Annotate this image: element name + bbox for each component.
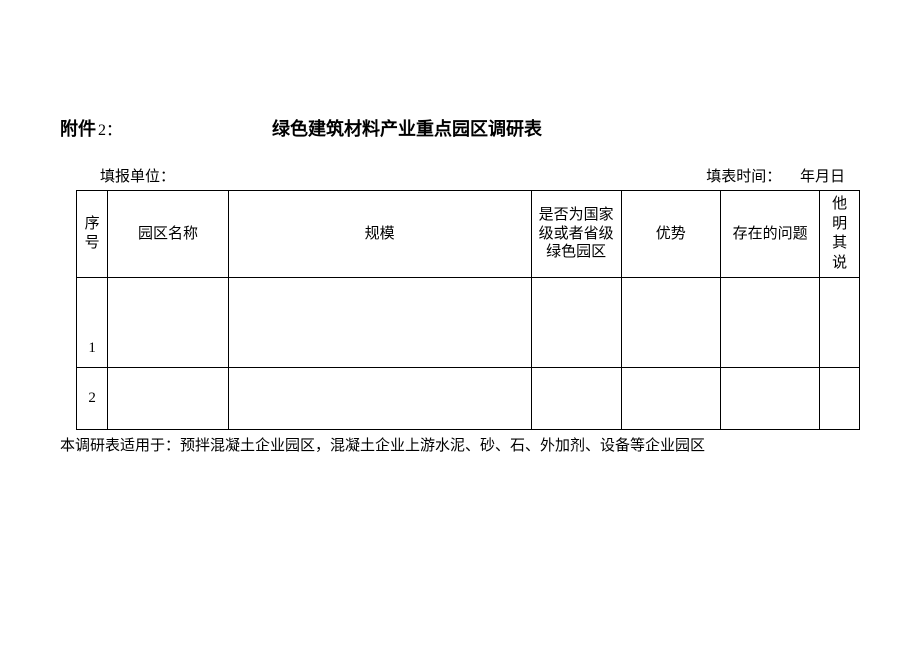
- col-header-advantage: 优势: [621, 191, 720, 278]
- footnote: 本调研表适用于：预拌混凝土企业园区，混凝土企业上游水泥、砂、石、外加剂、设备等企…: [60, 434, 860, 455]
- cell-name: [108, 278, 228, 368]
- col-header-seq: 序号: [77, 191, 108, 278]
- table-header-row: 序号 园区名称 规模 是否为国家级或者省级绿色园区 优势 存在的问题 他明其说: [77, 191, 860, 278]
- cell-seq: 2: [77, 368, 108, 430]
- cell-problem: [720, 278, 819, 368]
- attachment-colon: ：: [106, 116, 122, 140]
- page-title: 绿色建筑材料产业重点园区调研表: [272, 115, 542, 141]
- table-row: 2: [77, 368, 860, 430]
- fill-time-value: 年月日: [800, 169, 845, 185]
- cell-problem: [720, 368, 819, 430]
- survey-table: 序号 园区名称 规模 是否为国家级或者省级绿色园区 优势 存在的问题 他明其说 …: [76, 190, 860, 430]
- cell-other: [820, 278, 860, 368]
- cell-scale: [228, 368, 531, 430]
- cell-advantage: [621, 368, 720, 430]
- attachment-number: 2: [98, 122, 106, 140]
- header-row: 附件 2 ： 绿色建筑材料产业重点园区调研表: [60, 115, 860, 141]
- cell-other: [820, 368, 860, 430]
- col-header-other: 他明其说: [820, 191, 860, 278]
- cell-seq: 1: [77, 278, 108, 368]
- col-header-scale: 规模: [228, 191, 531, 278]
- table-container: 序号 园区名称 规模 是否为国家级或者省级绿色园区 优势 存在的问题 他明其说 …: [60, 190, 860, 430]
- cell-scale: [228, 278, 531, 368]
- fill-time: 填表时间： 年月日: [706, 165, 860, 186]
- cell-name: [108, 368, 228, 430]
- attachment-label: 附件: [60, 115, 96, 141]
- cell-green: [531, 278, 621, 368]
- report-unit-label: 填报单位：: [100, 165, 175, 186]
- col-header-name: 园区名称: [108, 191, 228, 278]
- cell-advantage: [621, 278, 720, 368]
- table-row: 1: [77, 278, 860, 368]
- cell-green: [531, 368, 621, 430]
- meta-row: 填报单位： 填表时间： 年月日: [60, 165, 860, 186]
- spacer: [175, 165, 706, 186]
- fill-time-label: 填表时间：: [706, 169, 781, 185]
- col-header-green: 是否为国家级或者省级绿色园区: [531, 191, 621, 278]
- col-header-problem: 存在的问题: [720, 191, 819, 278]
